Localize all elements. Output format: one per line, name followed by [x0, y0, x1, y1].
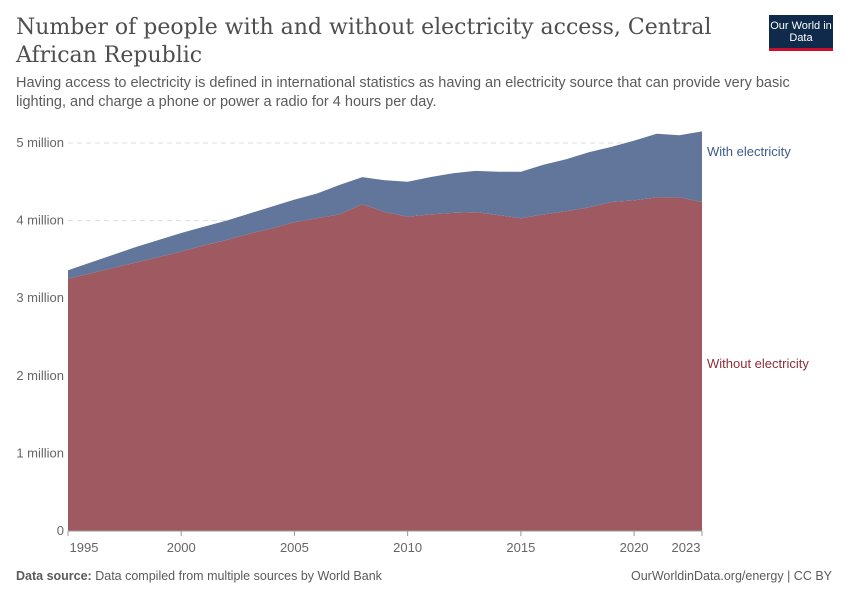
y-tick-label: 0: [57, 523, 64, 538]
x-tick-label: 2020: [620, 540, 649, 555]
x-tick-label: 2023: [672, 540, 701, 555]
owid-logo[interactable]: Our World in Data: [769, 15, 833, 51]
y-tick-label: 5 million: [16, 135, 64, 150]
area-with-electricity: [68, 131, 702, 279]
x-tick-label: 2000: [167, 540, 196, 555]
chart-subtitle: Having access to electricity is defined …: [16, 75, 790, 110]
data-source: Data source: Data compiled from multiple…: [16, 569, 382, 583]
x-tick-label: 1995: [70, 540, 99, 555]
area-without-electricity: [68, 197, 702, 531]
x-tick-label: 2010: [393, 540, 422, 555]
license-link[interactable]: OurWorldinData.org/energy | CC BY: [630, 569, 832, 583]
source-text: Data compiled from multiple sources by W…: [95, 569, 382, 583]
y-tick-label: 2 million: [16, 368, 64, 383]
chart-title: Number of people with and without electr…: [16, 15, 712, 68]
series-label: Without electricity: [707, 356, 809, 371]
y-tick-label: 4 million: [16, 213, 64, 228]
y-tick-label: 3 million: [16, 290, 64, 305]
x-tick-label: 2015: [506, 540, 535, 555]
series-label: With electricity: [707, 144, 791, 159]
y-tick-label: 1 million: [16, 445, 64, 460]
source-label: Data source:: [16, 569, 92, 583]
x-tick-label: 2005: [280, 540, 309, 555]
